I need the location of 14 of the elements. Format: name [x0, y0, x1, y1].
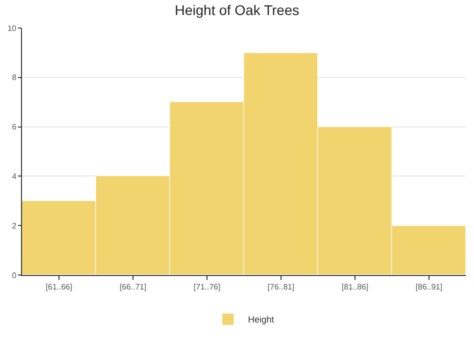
y-tick-label: 8	[12, 73, 17, 82]
y-tick-label: 10	[7, 24, 17, 33]
x-tick-label: [71..76]	[194, 282, 220, 292]
y-tick-label: 6	[12, 122, 17, 132]
y-tick-label: 4	[12, 172, 17, 181]
y-tick-label: 0	[12, 270, 17, 280]
x-tick-label: [76..81]	[268, 282, 294, 292]
x-tick-label: [61..66]	[46, 282, 72, 292]
legend-label: Height	[248, 314, 275, 325]
x-tick-label: [81..86]	[342, 282, 368, 292]
y-tick-label: 2	[12, 221, 17, 230]
x-tick-label: [66..71]	[120, 282, 146, 292]
chart-title: Height of Oak Trees	[174, 2, 300, 18]
x-tick-label: [86..91]	[416, 282, 442, 292]
